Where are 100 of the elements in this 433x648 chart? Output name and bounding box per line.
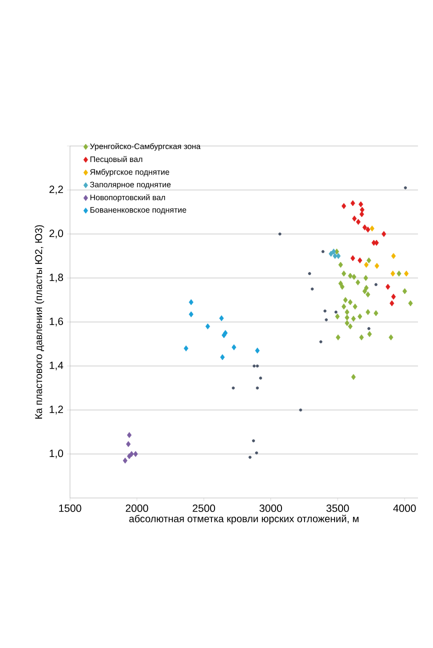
- point: [222, 332, 226, 338]
- point: [256, 386, 259, 390]
- y-axis-title: Ка пластового давления (пласты Ю2, Ю3): [34, 225, 44, 419]
- point: [362, 224, 368, 230]
- point: [259, 376, 262, 380]
- point: [352, 274, 356, 280]
- point: [366, 309, 370, 316]
- point: [358, 201, 364, 208]
- point: [335, 314, 340, 320]
- point: [278, 232, 282, 236]
- point: [344, 320, 350, 326]
- point: [219, 315, 224, 322]
- point: [252, 364, 256, 368]
- point: [323, 309, 326, 312]
- point: [129, 451, 134, 457]
- point: [324, 318, 328, 322]
- x-tick-label: 2500: [192, 504, 216, 512]
- y-tick-label: 1,4: [50, 362, 64, 370]
- point: [252, 439, 255, 442]
- point: [408, 300, 413, 306]
- point: [334, 310, 338, 314]
- point: [232, 344, 236, 350]
- point: [360, 206, 364, 213]
- point: [366, 292, 370, 298]
- point: [255, 451, 258, 454]
- point: [220, 354, 225, 360]
- point: [374, 262, 380, 269]
- point: [248, 456, 252, 459]
- point: [359, 211, 364, 218]
- point: [232, 386, 235, 390]
- point: [404, 186, 407, 190]
- point: [338, 262, 343, 268]
- point: [348, 323, 353, 330]
- point: [350, 255, 356, 262]
- point: [331, 248, 336, 255]
- point: [328, 250, 334, 257]
- point: [350, 200, 356, 206]
- point: [351, 374, 356, 380]
- point: [126, 441, 131, 448]
- x-axis-title: абсолютная отметка кровли юрских отложений, м: [129, 514, 358, 524]
- point: [127, 432, 132, 438]
- point: [352, 304, 358, 310]
- y-tick-label: 2,0: [49, 230, 64, 238]
- point: [391, 253, 396, 259]
- x-tick-label: 2000: [126, 504, 148, 512]
- point: [344, 314, 350, 321]
- point: [256, 364, 259, 368]
- point: [391, 294, 396, 300]
- point: [319, 340, 322, 344]
- point: [344, 309, 350, 316]
- point: [348, 272, 353, 279]
- point: [367, 331, 372, 338]
- point: [342, 304, 346, 310]
- y-tick-label: 1,0: [50, 450, 64, 458]
- point: [374, 283, 378, 286]
- point: [352, 216, 357, 222]
- point: [374, 310, 378, 316]
- y-tick-label: 1,2: [50, 406, 63, 414]
- point: [122, 458, 128, 464]
- point: [364, 275, 368, 281]
- point: [310, 287, 314, 290]
- point: [366, 257, 372, 264]
- x-tick-label: 4000: [393, 504, 416, 512]
- point: [299, 408, 302, 412]
- point: [343, 297, 348, 303]
- point: [184, 345, 188, 352]
- point: [188, 311, 194, 318]
- point: [364, 262, 369, 268]
- point: [340, 284, 345, 290]
- point: [332, 253, 338, 259]
- point: [402, 288, 408, 294]
- point: [390, 270, 396, 277]
- point: [370, 226, 374, 232]
- point: [356, 218, 361, 225]
- point: [386, 284, 390, 290]
- point: [362, 288, 368, 294]
- point: [356, 279, 360, 286]
- point: [133, 451, 138, 457]
- point: [382, 231, 386, 237]
- point: [366, 226, 370, 233]
- point: [359, 334, 364, 340]
- point: [255, 348, 260, 354]
- point: [388, 334, 394, 340]
- x-tick-label: 3500: [326, 504, 349, 512]
- point: [205, 323, 210, 330]
- point: [358, 257, 362, 264]
- point: [396, 270, 402, 277]
- point: [404, 270, 409, 277]
- y-tick-label: 2,2: [49, 186, 63, 194]
- x-tick-label: 1500: [59, 504, 82, 512]
- point: [348, 299, 353, 306]
- point: [342, 270, 346, 277]
- point: [336, 334, 340, 340]
- y-tick-label: 1,6: [50, 318, 64, 326]
- point: [367, 327, 370, 330]
- point: [351, 316, 356, 322]
- x-tick-label: 3000: [260, 504, 282, 512]
- y-tick-label: 1,8: [50, 274, 64, 282]
- point: [308, 272, 312, 276]
- point: [188, 299, 194, 306]
